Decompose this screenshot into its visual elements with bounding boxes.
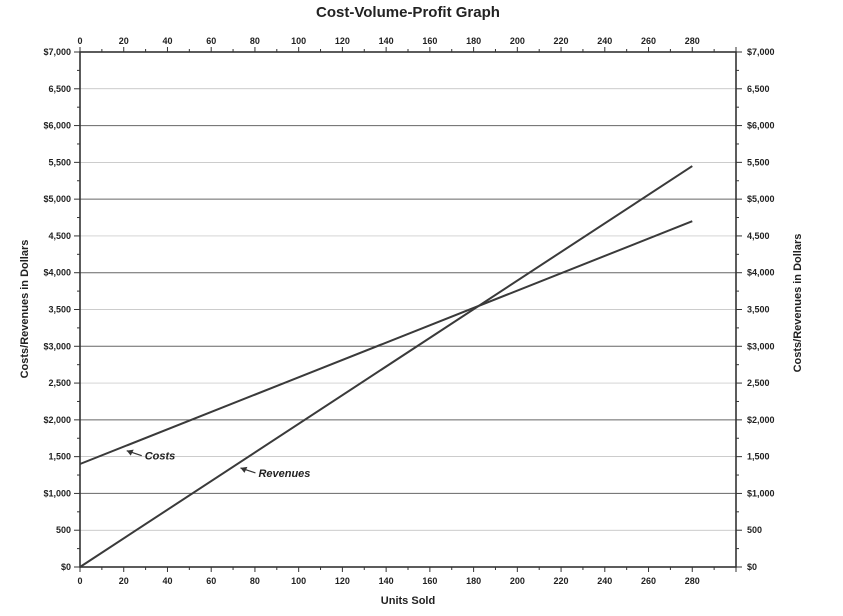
series-line-revenues	[79, 165, 693, 568]
y-tick-label-right: $7,000	[747, 47, 775, 57]
x-tick-label-bottom: 20	[119, 576, 129, 586]
x-tick-label-bottom: 200	[510, 576, 525, 586]
x-tick-label-top: 160	[422, 36, 437, 46]
y-axis-label-left: Costs/Revenues in Dollars	[19, 240, 31, 379]
x-tick-label-top: 80	[250, 36, 260, 46]
y-tick-label-left: $5,000	[43, 194, 71, 204]
x-tick-label-top: 200	[510, 36, 525, 46]
x-tick-label-top: 20	[119, 36, 129, 46]
annotation-costs: Costs	[126, 449, 176, 463]
y-tick-label-right: 500	[747, 525, 762, 535]
x-tick-label-bottom: 240	[597, 576, 612, 586]
annotations: Costs Revenues	[126, 449, 310, 480]
x-tick-label-top: 220	[554, 36, 569, 46]
y-tick-label-left: 6,500	[48, 84, 71, 94]
annotation-arrow-head	[126, 449, 134, 456]
x-tick-labels-bottom: 0 20 40 60 80 100 120 140 160 180 200 220 240 260 280	[77, 576, 699, 586]
x-tick-label-bottom: 40	[162, 576, 172, 586]
y-tick-label-right: 1,500	[747, 452, 770, 462]
x-tick-label-bottom: 140	[379, 576, 394, 586]
x-tick-labels-top: 0 20 40 60 80 100 120 140 160 180 200 220 240 260 280	[77, 36, 699, 46]
y-tick-label-right: $3,000	[747, 341, 775, 351]
x-tick-label-top: 60	[206, 36, 216, 46]
x-tick-label-top: 260	[641, 36, 656, 46]
y-tick-label-left: $6,000	[43, 121, 71, 131]
y-tick-label-right: 3,500	[747, 305, 770, 315]
x-tick-label-bottom: 220	[554, 576, 569, 586]
x-tick-label-top: 0	[77, 36, 82, 46]
y-tick-label-right: $1,000	[747, 488, 775, 498]
x-tick-label-bottom: 280	[685, 576, 700, 586]
y-tick-label-left: $0	[61, 562, 71, 572]
x-tick-label-bottom: 160	[422, 576, 437, 586]
x-axis-label: Units Sold	[381, 595, 435, 607]
y-tick-label-right: $5,000	[747, 194, 775, 204]
axis-ticks	[74, 47, 742, 572]
x-tick-label-bottom: 120	[335, 576, 350, 586]
x-tick-label-top: 140	[379, 36, 394, 46]
y-tick-label-left: 2,500	[48, 378, 71, 388]
y-tick-labels-right: $0 500 $1,000 1,500 $2,000 2,500 $3,000 3,500 $4…	[747, 47, 775, 572]
y-tick-label-left: $4,000	[43, 268, 71, 278]
y-tick-label-right: 4,500	[747, 231, 770, 241]
grid-lines	[80, 88, 736, 531]
x-tick-label-top: 180	[466, 36, 481, 46]
y-axis-label-right: Costs/Revenues in Dollars	[792, 234, 804, 373]
y-tick-label-right: 2,500	[747, 378, 770, 388]
y-tick-label-left: 3,500	[48, 305, 71, 315]
y-tick-label-right: $6,000	[747, 121, 775, 131]
x-tick-label-bottom: 100	[291, 576, 306, 586]
annotation-label: Revenues	[258, 468, 310, 480]
x-tick-label-top: 40	[162, 36, 172, 46]
y-tick-label-right: $0	[747, 562, 757, 572]
y-tick-label-right: 5,500	[747, 157, 770, 167]
y-tick-label-left: 1,500	[48, 452, 71, 462]
x-tick-label-bottom: 60	[206, 576, 216, 586]
series-lines	[79, 165, 693, 568]
y-tick-label-left: $1,000	[43, 488, 71, 498]
series-line-costs	[79, 220, 693, 465]
annotation-label: Costs	[145, 451, 176, 463]
annotation-revenues: Revenues	[240, 466, 310, 480]
x-tick-label-bottom: 80	[250, 576, 260, 586]
y-tick-label-right: $4,000	[747, 268, 775, 278]
x-tick-label-bottom: 0	[77, 576, 82, 586]
y-tick-label-left: 500	[56, 525, 71, 535]
y-tick-label-right: 6,500	[747, 84, 770, 94]
x-tick-label-bottom: 260	[641, 576, 656, 586]
x-tick-label-top: 100	[291, 36, 306, 46]
y-tick-labels-left: $0 500 $1,000 1,500 $2,000 2,500 $3,000 3,500 $4…	[43, 47, 71, 572]
y-tick-label-left: 5,500	[48, 157, 71, 167]
x-tick-label-top: 120	[335, 36, 350, 46]
y-tick-label-left: 4,500	[48, 231, 71, 241]
chart-title: Cost-Volume-Profit Graph	[316, 4, 500, 21]
y-tick-label-left: $3,000	[43, 341, 71, 351]
x-tick-label-top: 280	[685, 36, 700, 46]
annotation-arrow-head	[240, 466, 248, 473]
x-tick-label-bottom: 180	[466, 576, 481, 586]
y-tick-label-left: $7,000	[43, 47, 71, 57]
y-tick-label-right: $2,000	[747, 415, 775, 425]
x-tick-label-top: 240	[597, 36, 612, 46]
y-tick-label-left: $2,000	[43, 415, 71, 425]
